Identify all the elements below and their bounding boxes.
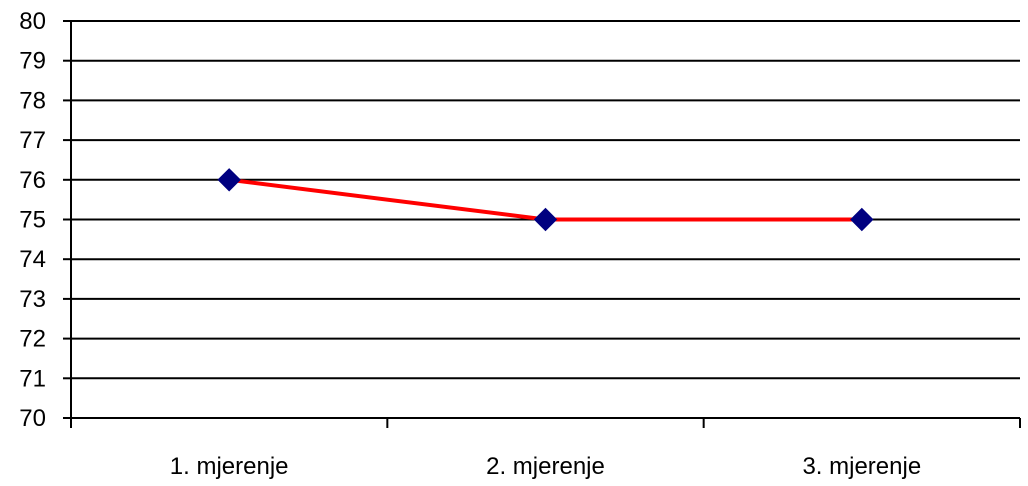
x-axis-ticks: 1. mjerenje 2. mjerenje 3. mjerenje [70, 418, 1021, 480]
y-tick-label: 70 [19, 405, 46, 432]
data-point-marker [533, 207, 558, 232]
x-tick-label: 3. mjerenje [802, 453, 921, 480]
x-tick-label: 2. mjerenje [486, 453, 605, 480]
y-tick-label: 74 [19, 246, 46, 273]
data-points [217, 168, 874, 232]
x-tick-label: 1. mjerenje [170, 453, 289, 480]
y-tick-label: 75 [19, 207, 46, 234]
y-tick-label: 79 [19, 48, 46, 75]
y-tick-label: 71 [19, 365, 46, 392]
y-tick-label: 76 [19, 167, 46, 194]
y-tick-label: 80 [19, 8, 46, 35]
data-point-marker [850, 207, 874, 232]
y-tick-label: 73 [19, 286, 46, 313]
data-point-marker [217, 168, 241, 192]
gridlines [71, 20, 1020, 380]
y-tick-label: 77 [19, 127, 46, 154]
y-tick-label: 78 [19, 87, 46, 114]
y-axis-ticks: 70 71 72 73 74 75 76 77 78 79 80 [19, 8, 71, 432]
y-tick-label: 72 [19, 326, 46, 353]
